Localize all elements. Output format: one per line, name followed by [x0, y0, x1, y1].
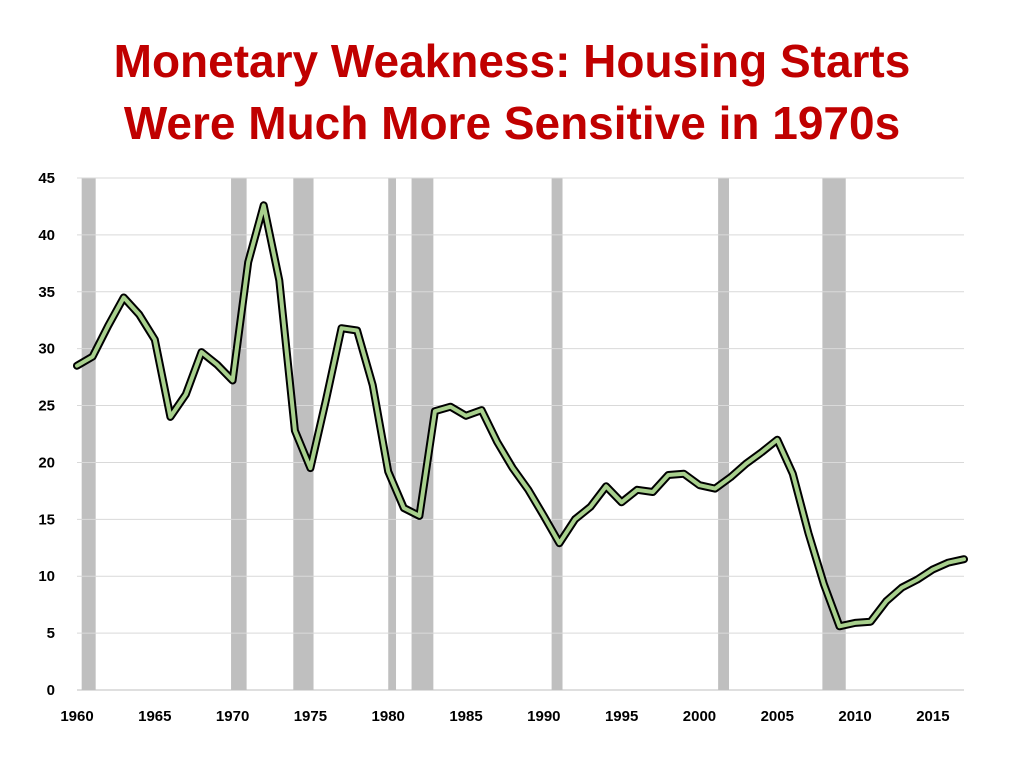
data-point: [931, 567, 935, 571]
data-point: [589, 505, 593, 509]
data-point: [122, 295, 126, 299]
data-point: [884, 599, 888, 603]
data-point: [760, 450, 764, 454]
data-point: [277, 278, 281, 282]
data-point: [729, 475, 733, 479]
y-tick-label: 20: [38, 454, 55, 471]
x-tick-label: 1960: [60, 708, 93, 725]
data-point: [464, 414, 468, 418]
data-point: [106, 324, 110, 328]
data-point: [246, 260, 250, 264]
data-point: [153, 338, 157, 342]
x-tick-label: 2005: [761, 708, 794, 725]
recession-band: [231, 178, 247, 690]
data-point: [386, 470, 390, 474]
data-point: [713, 487, 717, 491]
data-point: [495, 440, 499, 444]
data-point: [666, 473, 670, 477]
chart-title-line-2: Were Much More Sensitive in 1970s: [123, 97, 901, 149]
chart-title: Monetary Weakness: Housing Starts Were M…: [0, 30, 1024, 154]
recession-band: [718, 178, 730, 690]
data-point: [869, 620, 873, 624]
data-point: [946, 561, 950, 565]
recession-band: [388, 178, 397, 690]
x-tick-label: 1980: [372, 708, 405, 725]
gridlines: [77, 177, 964, 691]
x-tick-label: 1985: [449, 708, 482, 725]
data-point: [511, 466, 515, 470]
y-tick-label: 35: [38, 284, 55, 301]
recession-band: [822, 178, 846, 690]
data-point: [231, 379, 235, 383]
y-tick-label: 30: [38, 341, 55, 358]
data-point: [853, 621, 857, 625]
x-axis-ticks: 1960 1965 1970 1975 1980 1985 1990 1995 2000 2005…: [60, 708, 949, 725]
data-point: [635, 488, 639, 492]
x-tick-label: 2010: [838, 708, 871, 725]
data-point: [417, 514, 421, 518]
y-tick-label: 40: [38, 227, 55, 244]
data-point: [340, 326, 344, 330]
data-point: [682, 472, 686, 476]
recession-band: [81, 178, 96, 690]
series-line: [75, 203, 966, 629]
data-point: [184, 392, 188, 396]
data-point: [806, 531, 810, 535]
data-point: [962, 557, 966, 561]
data-point: [293, 429, 297, 433]
x-tick-label: 1970: [216, 708, 249, 725]
data-point: [542, 514, 546, 518]
x-tick-label: 1995: [605, 708, 638, 725]
data-point: [791, 472, 795, 476]
data-point: [168, 415, 172, 419]
data-point: [557, 541, 561, 545]
data-point: [838, 624, 842, 628]
data-point: [262, 203, 266, 207]
recession-bands: [81, 178, 846, 690]
data-point: [775, 438, 779, 442]
x-tick-label: 2000: [683, 708, 716, 725]
data-point: [355, 328, 359, 332]
data-point: [744, 462, 748, 466]
data-point: [371, 383, 375, 387]
data-point: [573, 517, 577, 521]
x-tick-label: 1965: [138, 708, 171, 725]
data-point: [75, 364, 79, 368]
data-point: [604, 484, 608, 488]
y-axis-ticks: 0 5 10 15 20 25 30 35 40 45: [38, 170, 55, 699]
recession-band: [551, 178, 563, 690]
data-point: [900, 586, 904, 590]
y-tick-label: 0: [47, 682, 55, 699]
recession-band: [293, 178, 314, 690]
data-point: [480, 408, 484, 412]
chart-title-line-1: Monetary Weakness: Housing Starts: [113, 35, 911, 87]
data-point: [215, 363, 219, 367]
data-point: [199, 350, 203, 354]
series-line-group: [73, 201, 968, 631]
x-tick-label: 1990: [527, 708, 560, 725]
y-tick-label: 5: [47, 625, 55, 642]
data-point: [651, 490, 655, 494]
y-tick-label: 25: [38, 398, 55, 415]
data-point: [915, 578, 919, 582]
recession-band: [411, 178, 434, 690]
data-point: [402, 506, 406, 510]
data-point: [526, 488, 530, 492]
data-point: [822, 582, 826, 586]
y-tick-label: 15: [38, 511, 55, 528]
x-tick-label: 1975: [294, 708, 327, 725]
x-tick-label: 2015: [916, 708, 949, 725]
y-tick-label: 45: [38, 170, 55, 187]
y-tick-label: 10: [38, 568, 55, 585]
data-point: [433, 409, 437, 413]
data-point: [448, 405, 452, 409]
data-point: [137, 313, 141, 317]
data-point: [324, 398, 328, 402]
data-point: [697, 483, 701, 487]
data-point: [91, 355, 95, 359]
data-point: [308, 466, 312, 470]
data-point: [620, 500, 624, 504]
